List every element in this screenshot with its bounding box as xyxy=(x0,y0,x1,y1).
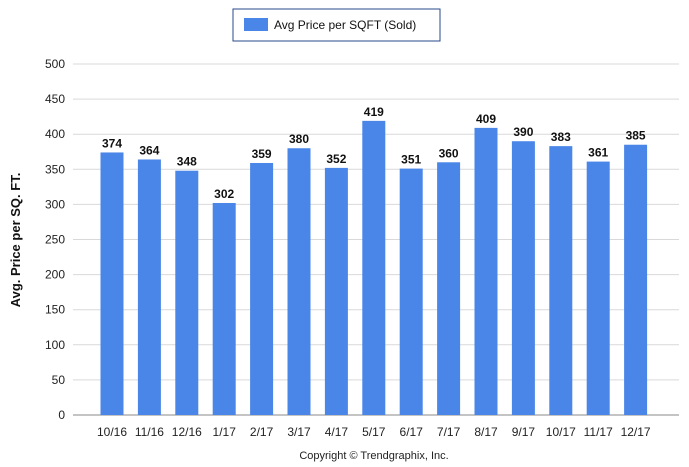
legend-label: Avg Price per SQFT (Sold) xyxy=(274,18,416,32)
bar-12-16 xyxy=(175,170,199,415)
y-axis-ticks: 0 50 100 150 200 250 300 350 400 450 500 xyxy=(45,57,65,422)
data-labels: 374 364 348 302 359 380 352 419 351 360 409 390 383 3… xyxy=(102,105,646,201)
x-tick-label: 9/17 xyxy=(512,425,536,439)
x-tick-label: 6/17 xyxy=(400,425,424,439)
x-tick-label: 10/17 xyxy=(546,425,576,439)
x-tick-label: 11/17 xyxy=(584,425,613,439)
bar-12-17 xyxy=(624,144,648,416)
data-label: 352 xyxy=(326,152,346,166)
x-tick-label: 3/17 xyxy=(287,425,311,439)
x-tick-label: 10/16 xyxy=(97,425,127,439)
data-label: 380 xyxy=(289,132,309,146)
y-tick-label: 300 xyxy=(45,197,65,211)
y-tick-label: 150 xyxy=(45,303,65,317)
legend-swatch xyxy=(244,18,268,31)
y-tick-label: 200 xyxy=(45,268,65,282)
x-tick-label: 1/17 xyxy=(213,425,237,439)
data-label: 383 xyxy=(551,130,571,144)
bar-11-16 xyxy=(137,159,161,415)
x-tick-label: 11/16 xyxy=(135,425,164,439)
bar-3-17 xyxy=(287,148,311,416)
data-label: 359 xyxy=(252,147,272,161)
bar-5-17 xyxy=(362,120,386,415)
x-tick-label: 12/16 xyxy=(172,425,202,439)
data-label: 385 xyxy=(626,129,646,143)
bar-7-17 xyxy=(437,162,461,415)
copyright-footer: Copyright © Trendgraphix, Inc. xyxy=(299,450,448,462)
y-axis-label: Avg. Price per SQ. FT. xyxy=(8,173,23,308)
y-tick-label: 100 xyxy=(45,338,65,352)
x-axis-labels: 10/16 11/16 12/16 1/17 2/17 3/17 4/17 5/17 6/17 7… xyxy=(97,425,651,439)
y-tick-label: 350 xyxy=(45,162,65,176)
x-tick-label: 5/17 xyxy=(362,425,386,439)
x-tick-label: 4/17 xyxy=(325,425,349,439)
y-tick-label: 250 xyxy=(45,233,65,247)
legend: Avg Price per SQFT (Sold) xyxy=(232,8,441,42)
bars xyxy=(100,120,648,416)
data-label: 302 xyxy=(214,187,234,201)
y-tick-label: 0 xyxy=(58,408,65,422)
bar-2-17 xyxy=(250,162,274,415)
x-tick-label: 12/17 xyxy=(621,425,651,439)
data-label: 419 xyxy=(364,105,384,119)
bar-8-17 xyxy=(474,127,498,415)
data-label: 409 xyxy=(476,112,496,126)
bar-6-17 xyxy=(399,168,423,415)
x-tick-label: 7/17 xyxy=(437,425,461,439)
bar-10-17 xyxy=(549,146,573,415)
bar-9-17 xyxy=(511,141,535,415)
data-label: 351 xyxy=(401,153,421,167)
y-tick-label: 500 xyxy=(45,57,65,71)
data-label: 390 xyxy=(513,125,533,139)
y-tick-label: 50 xyxy=(52,373,66,387)
y-tick-label: 400 xyxy=(45,127,65,141)
x-tick-label: 8/17 xyxy=(474,425,498,439)
data-label: 364 xyxy=(139,143,159,157)
data-label: 374 xyxy=(102,136,122,150)
bar-10-16 xyxy=(100,152,124,415)
x-tick-label: 2/17 xyxy=(250,425,274,439)
y-tick-label: 450 xyxy=(45,92,65,106)
data-label: 360 xyxy=(439,146,459,160)
bar-11-17 xyxy=(586,161,610,415)
data-label: 361 xyxy=(588,146,608,160)
bar-4-17 xyxy=(324,167,348,415)
data-label: 348 xyxy=(177,155,197,169)
bar-1-17 xyxy=(212,202,236,415)
